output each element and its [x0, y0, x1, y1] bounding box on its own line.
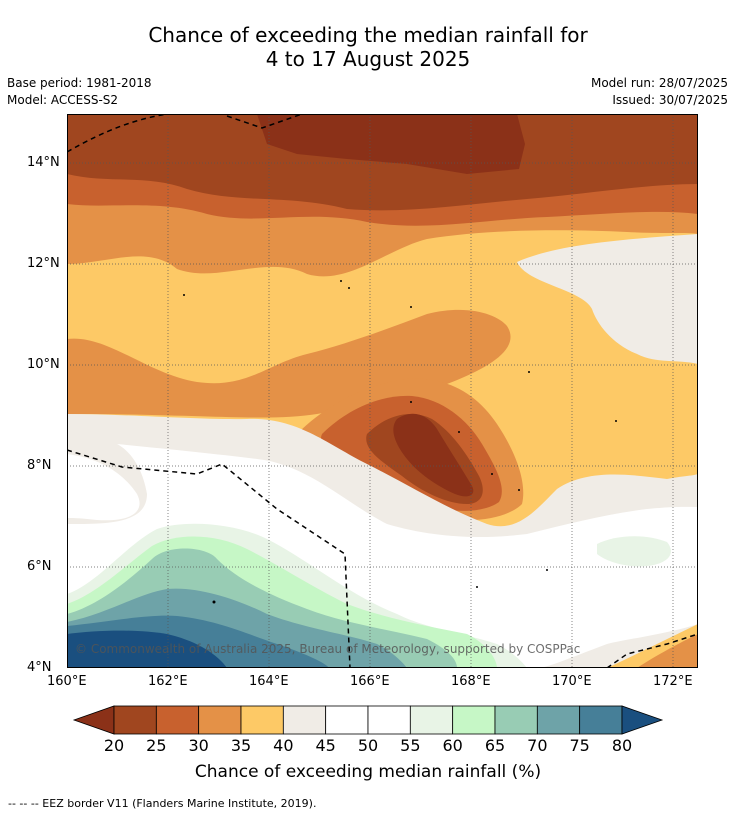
colorbar-tick-label: 60	[442, 736, 463, 755]
model-name: Model: ACCESS-S2	[7, 93, 119, 107]
colorbar-tick-label: 75	[569, 736, 590, 755]
colorbar-tick-label: 45	[315, 736, 336, 755]
colorbar-high-extend	[621, 705, 664, 735]
lat-tick-6: 6°N	[27, 559, 52, 574]
eez-borders	[67, 114, 698, 668]
colorbar-tick-label: 40	[273, 736, 294, 755]
eez-footnote: -- -- -- EEZ border V11 (Flanders Marine…	[8, 797, 317, 810]
band-below-20	[257, 114, 525, 174]
copyright-notice: © Commonwealth of Australia 2025, Bureau…	[75, 642, 580, 656]
gridlines	[67, 114, 698, 668]
colorbar-segment	[198, 705, 242, 735]
colorbar-tick-label: 80	[611, 736, 633, 755]
lon-tick-168: 168°E	[451, 674, 491, 689]
band-40-45-east	[517, 234, 698, 364]
colorbar-tick-label: 55	[400, 736, 421, 755]
map-frame	[67, 114, 698, 668]
colorbar-tick-label: 25	[146, 736, 167, 755]
lon-tick-166: 166°E	[350, 674, 390, 689]
colorbar-segment	[536, 705, 581, 735]
colorbar-tick-label: 20	[103, 736, 125, 755]
colorbar-tick-label: 70	[527, 736, 548, 755]
lat-tick-10: 10°N	[27, 357, 60, 372]
colorbar-segment	[367, 705, 411, 735]
chart-title-line2: 4 to 17 August 2025	[265, 47, 471, 71]
lat-tick-4: 4°N	[27, 660, 52, 675]
lon-tick-162: 162°E	[148, 674, 188, 689]
lat-tick-14: 14°N	[27, 155, 60, 170]
base-period: Base period: 1981-2018	[7, 76, 152, 90]
colorbar	[72, 705, 664, 735]
colorbar-segment	[282, 705, 327, 735]
colorbar-segment	[579, 705, 623, 735]
colorbar-segment	[155, 705, 200, 735]
colorbar-segment	[409, 705, 454, 735]
colorbar-segment	[325, 705, 369, 735]
colorbar-tick-label: 35	[230, 736, 252, 755]
lon-tick-170: 170°E	[552, 674, 592, 689]
rainfall-map: © Commonwealth of Australia 2025, Bureau…	[67, 114, 698, 668]
colorbar-segment	[452, 705, 496, 735]
model-run: Model run: 28/07/2025	[590, 76, 728, 90]
colorbar-segment	[494, 705, 538, 735]
band-above-80	[67, 630, 227, 668]
lon-tick-172: 172°E	[653, 674, 693, 689]
colorbar-tick-label: 50	[357, 736, 379, 755]
islands	[183, 280, 617, 604]
lon-tick-164: 164°E	[249, 674, 289, 689]
colorbar-tick-label: 30	[188, 736, 209, 755]
lon-tick-160: 160°E	[47, 674, 87, 689]
lat-tick-12: 12°N	[27, 256, 60, 271]
band-below-20-center	[393, 413, 474, 497]
colorbar-segment	[113, 705, 157, 735]
issued-date: Issued: 30/07/2025	[612, 93, 728, 107]
colorbar-label: Chance of exceeding median rainfall (%)	[194, 762, 542, 782]
lat-tick-8: 8°N	[27, 458, 52, 473]
colorbar-segment	[240, 705, 284, 735]
colorbar-tick-label: 65	[484, 736, 506, 755]
chart-title-line1: Chance of exceeding the median rainfall …	[148, 23, 588, 47]
colorbar-low-extend	[72, 705, 115, 735]
band-55-60-east	[597, 536, 671, 567]
